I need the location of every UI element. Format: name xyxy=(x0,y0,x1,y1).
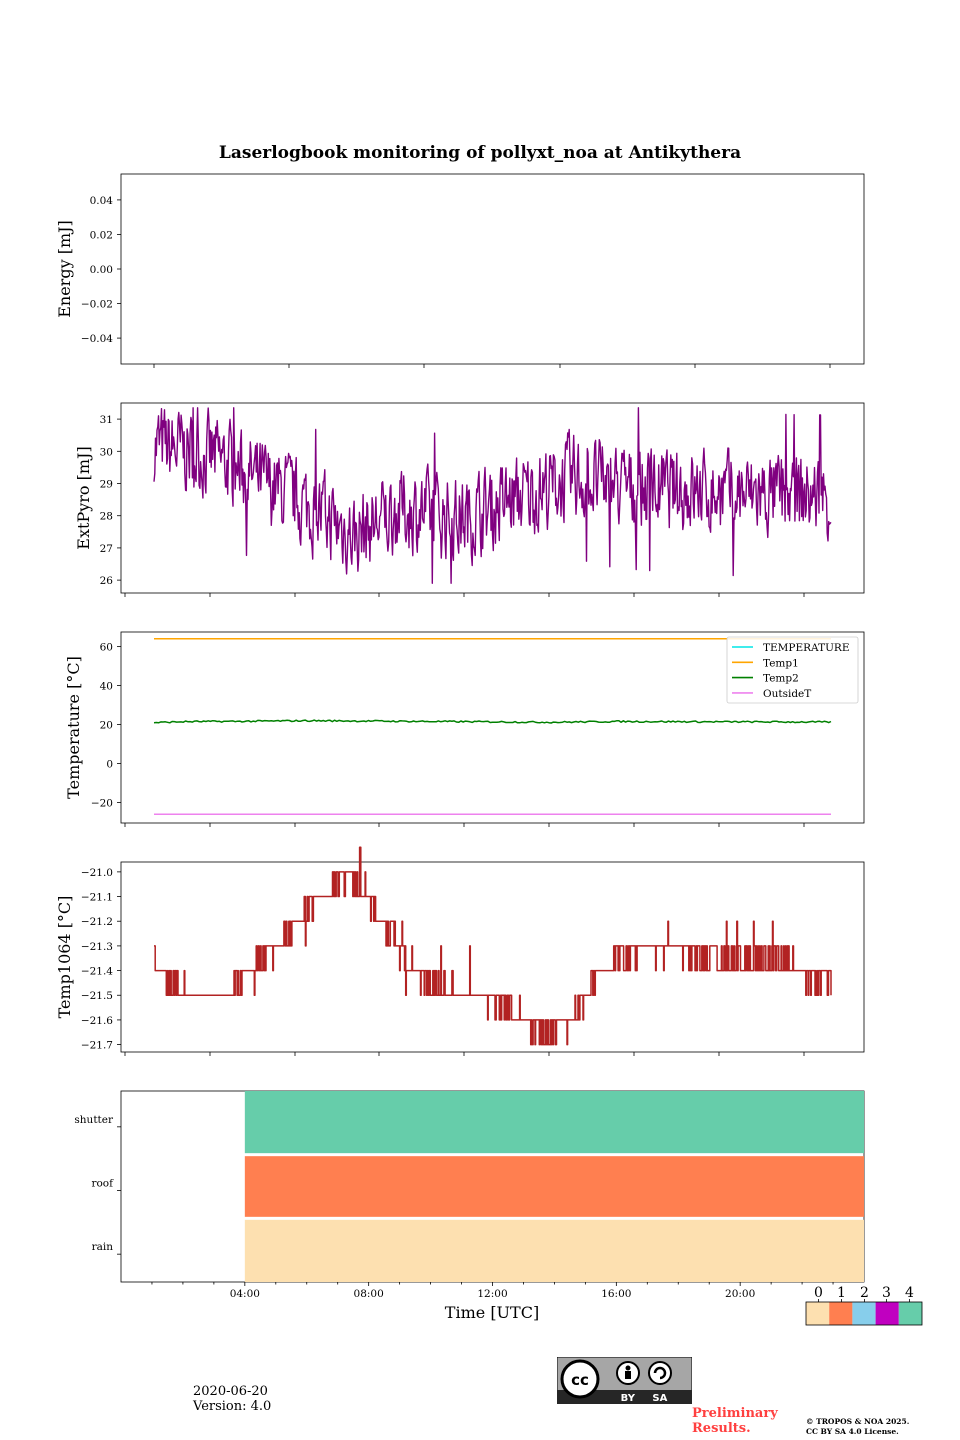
status-row-rain-band xyxy=(244,1219,865,1282)
legend-label-temp1: Temp1 xyxy=(763,657,799,669)
legend-label-temp2: Temp2 xyxy=(763,673,799,685)
y-tick-label: 27 xyxy=(100,543,113,555)
y-tick-label: 31 xyxy=(100,414,113,426)
y-tick-label: 0 xyxy=(106,759,113,771)
status-row-label-roof: roof xyxy=(91,1178,114,1190)
sa-share-icon xyxy=(648,1361,672,1385)
y-tick-label: 20 xyxy=(100,720,113,732)
y-tick-label: 0.04 xyxy=(90,195,114,207)
panel-temp1064-frame xyxy=(120,861,865,1053)
legend-label-outsidet: OutsideT xyxy=(763,688,811,700)
y-axis-label-temperature: Temperature [°C] xyxy=(64,656,83,799)
x-tick-label: 08:00 xyxy=(354,1288,384,1300)
colorbar-tick-label: 3 xyxy=(882,1285,891,1301)
colorbar-swatch-0 xyxy=(806,1302,830,1325)
series-line-temp1064 xyxy=(153,846,832,1046)
y-tick-label: −0.04 xyxy=(81,333,113,345)
y-tick-label: −20 xyxy=(91,798,113,810)
colorbar-tick-label: 2 xyxy=(860,1285,869,1301)
svg-text:cc: cc xyxy=(571,1371,589,1389)
colorbar-tick-label: 0 xyxy=(814,1285,823,1301)
y-tick-label: −21.7 xyxy=(81,1040,113,1052)
panel-extpyro: 26 27 28 29 30 31 ExtPyro [mJ] xyxy=(74,402,865,597)
series-line-temp2 xyxy=(153,719,832,724)
x-tick-label: 12:00 xyxy=(477,1288,507,1300)
y-tick-label: −21.1 xyxy=(81,892,113,904)
report-date: 2020-06-20 xyxy=(193,1384,268,1399)
y-axis-label-energy: Energy [mJ] xyxy=(55,220,74,318)
chart-title: Laserlogbook monitoring of pollyxt_noa a… xyxy=(219,143,741,163)
legend-frame xyxy=(726,636,859,704)
panel-status: shutter roof rain 04:00 08:00 12:00 16:00 20:00 xyxy=(74,1090,865,1300)
y-tick-label: −0.02 xyxy=(81,299,113,311)
colorbar-swatch-1 xyxy=(829,1302,853,1325)
x-axis-label: Time [UTC] xyxy=(445,1303,539,1322)
y-tick-label: 40 xyxy=(100,681,113,693)
y-tick-label: −21.6 xyxy=(81,1015,113,1027)
y-tick-label: 0.00 xyxy=(90,264,113,276)
preliminary-results-note: Preliminary Results. xyxy=(692,1406,778,1436)
status-row-label-rain: rain xyxy=(92,1241,114,1253)
panel-energy-frame xyxy=(120,173,865,365)
cc-by-sa-badge: cc BY SA xyxy=(557,1357,692,1404)
panel-energy: −0.04 −0.02 0.00 0.02 0.04 Energy [mJ] xyxy=(55,173,865,368)
status-row-shutter-band xyxy=(244,1091,865,1154)
y-tick-label: 60 xyxy=(100,642,113,654)
date-version-block: 2020-06-20 Version: 4.0 xyxy=(193,1384,271,1414)
license-badge-text: BY SA xyxy=(621,1393,668,1404)
y-tick-label: −21.4 xyxy=(81,966,113,978)
x-tick-label: 20:00 xyxy=(725,1288,755,1300)
copyright-line1: © TROPOS & NOA 2025. xyxy=(806,1417,910,1426)
panel-temperature: −20 0 20 40 60 Temperature [°C] TEMPERATURE Tem… xyxy=(64,631,865,827)
status-row-roof-band xyxy=(244,1156,865,1217)
colorbar-tick-label: 1 xyxy=(837,1285,846,1301)
y-tick-label: 30 xyxy=(100,446,113,458)
x-tick-label: 04:00 xyxy=(230,1288,260,1300)
cc-logo-icon xyxy=(560,1359,600,1399)
panel-temp1064: −21.7 −21.6 −21.5 −21.4 −21.3 −21.2 −21.1 −21.0… xyxy=(55,846,865,1056)
y-tick-label: 29 xyxy=(100,479,113,491)
copyright-line2: CC BY SA 4.0 License. xyxy=(806,1427,899,1436)
colorbar-frame xyxy=(805,1301,923,1326)
y-tick-label: −21.0 xyxy=(81,867,113,879)
colorbar-tick-label: 4 xyxy=(905,1285,914,1301)
colorbar-swatch-4 xyxy=(898,1302,922,1325)
colorbar-swatch-2 xyxy=(852,1302,876,1325)
y-axis-label-extpyro: ExtPyro [mJ] xyxy=(74,446,93,549)
y-tick-label: 26 xyxy=(100,575,114,587)
preliminary-line1: Preliminary xyxy=(692,1406,778,1421)
preliminary-line2: Results. xyxy=(692,1421,751,1436)
y-tick-label: −21.2 xyxy=(81,916,113,928)
y-axis-label-temp1064: Temp1064 [°C] xyxy=(55,896,74,1019)
y-tick-label: −21.3 xyxy=(81,941,113,953)
series-line-extpyro xyxy=(153,407,832,584)
copyright-notice: © TROPOS & NOA 2025. CC BY SA 4.0 Licens… xyxy=(806,1417,909,1437)
report-version: Version: 4.0 xyxy=(193,1399,272,1414)
legend-label-temperature: TEMPERATURE xyxy=(763,642,850,654)
colorbar-swatch-3 xyxy=(875,1302,899,1325)
y-tick-label: −21.5 xyxy=(81,990,113,1002)
y-tick-label: 0.02 xyxy=(90,229,113,241)
y-tick-label: 28 xyxy=(100,511,113,523)
status-row-label-shutter: shutter xyxy=(74,1114,114,1126)
x-tick-label: 16:00 xyxy=(601,1288,631,1300)
